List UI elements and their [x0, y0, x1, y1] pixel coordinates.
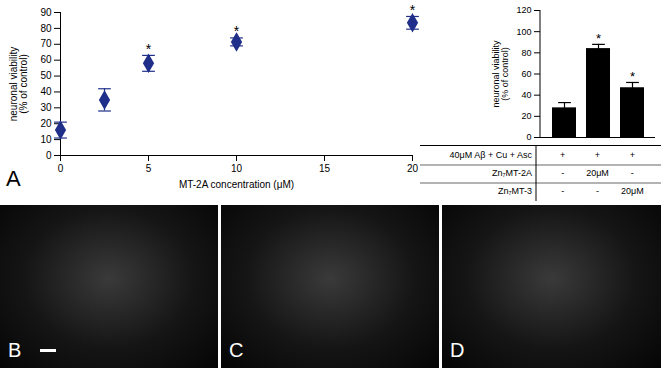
svg-text:20μM: 20μM [621, 186, 644, 196]
svg-text:100: 100 [516, 27, 531, 37]
svg-text:90: 90 [40, 7, 52, 18]
svg-text:*: * [234, 23, 240, 39]
html-text:D: D [450, 339, 465, 361]
svg-text:0: 0 [526, 132, 531, 142]
svg-text:80: 80 [40, 23, 52, 34]
svg-text:10: 10 [40, 134, 52, 145]
svg-text:neuronal viability(% of contro: neuronal viability(% of control) [491, 40, 510, 108]
svg-text:80: 80 [521, 48, 531, 58]
svg-text:20μM: 20μM [586, 168, 609, 178]
svg-text:60: 60 [40, 54, 52, 65]
svg-text:50: 50 [40, 70, 52, 81]
svg-text:+: + [595, 150, 600, 160]
svg-text:5: 5 [146, 163, 152, 174]
svg-text:Zn₇MT-3: Zn₇MT-3 [498, 186, 532, 196]
svg-text:60: 60 [521, 69, 531, 79]
svg-text:10: 10 [231, 163, 243, 174]
svg-text:20: 20 [407, 163, 419, 174]
svg-text:-: - [631, 168, 634, 178]
svg-text:0: 0 [46, 150, 52, 161]
html-text:B: B [8, 339, 22, 361]
svg-text:70: 70 [40, 38, 52, 49]
svg-text:*: * [596, 31, 601, 46]
svg-text:40: 40 [521, 90, 531, 100]
svg-text:*: * [630, 69, 635, 84]
svg-text:neuronal viability(% of contro: neuronal viability(% of control) [8, 47, 29, 122]
svg-text:+: + [630, 150, 635, 160]
html-text:C: C [229, 339, 244, 361]
svg-text:30: 30 [40, 102, 52, 113]
svg-text:MT-2A concentration (μM): MT-2A concentration (μM) [179, 179, 294, 190]
svg-text:Zn₇MT-2A: Zn₇MT-2A [492, 168, 532, 178]
svg-text:-: - [561, 168, 564, 178]
svg-text:15: 15 [319, 163, 331, 174]
svg-text:0: 0 [58, 163, 64, 174]
svg-text:-: - [596, 186, 599, 196]
svg-text:20: 20 [521, 111, 531, 121]
svg-text:*: * [410, 2, 416, 18]
svg-text:120: 120 [516, 5, 531, 15]
html-text:A: A [6, 166, 21, 191]
svg-text:+: + [560, 150, 565, 160]
svg-text:-: - [561, 186, 564, 196]
svg-text:40μM Aβ + Cu + Asc: 40μM Aβ + Cu + Asc [450, 150, 533, 160]
svg-text:*: * [146, 41, 152, 57]
svg-text:40: 40 [40, 86, 52, 97]
svg-text:20: 20 [40, 118, 52, 129]
